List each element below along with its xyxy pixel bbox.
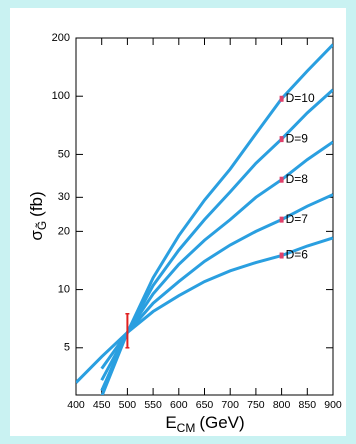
y-tick-label: 30: [58, 191, 70, 203]
series-label: D=10: [286, 91, 315, 105]
x-tick-label: 400: [67, 399, 85, 411]
x-tick-label: 750: [247, 399, 265, 411]
x-tick-label: 850: [299, 399, 317, 411]
series-label: D=6: [286, 248, 309, 262]
series-line: [100, 193, 333, 370]
point-marker: [279, 216, 284, 223]
y-tick-label: 200: [52, 32, 70, 44]
x-tick-label: 500: [119, 399, 137, 411]
series-label: D=8: [286, 172, 309, 186]
x-tick-label: 700: [221, 399, 239, 411]
point-marker: [279, 95, 284, 102]
x-label-main: E: [165, 413, 176, 432]
y-tick-label: 100: [52, 90, 70, 102]
y-tick-label: 5: [64, 342, 70, 354]
x-tick-label: 900: [324, 399, 342, 411]
series-line: [76, 236, 333, 384]
point-marker: [279, 176, 284, 183]
series-line: [100, 43, 333, 395]
panel: [10, 8, 346, 436]
y-axis-label: σG̃ (fb): [27, 191, 49, 240]
point-marker: [279, 252, 284, 259]
x-label-sub: CM: [177, 421, 196, 435]
y-tick-label: 50: [58, 148, 70, 160]
point-marker: [279, 136, 284, 143]
x-tick-label: 550: [144, 399, 162, 411]
x-label-unit: (GeV): [199, 413, 244, 432]
x-tick-label: 600: [170, 399, 188, 411]
x-tick-label: 650: [196, 399, 214, 411]
y-tick-label: 10: [58, 283, 70, 295]
y-label-main: σ: [27, 230, 46, 241]
plot-area: [76, 43, 333, 395]
y-label-unit: (fb): [27, 191, 46, 217]
y-label-sub: G̃: [34, 221, 49, 230]
series-line: [100, 88, 333, 392]
series-label: D=7: [286, 212, 309, 226]
x-tick-label: 800: [273, 399, 291, 411]
y-tick-label: 20: [58, 225, 70, 237]
x-axis-label: ECM (GeV): [165, 413, 244, 435]
series-label: D=9: [286, 131, 309, 145]
x-tick-label: 450: [93, 399, 111, 411]
series-line: [100, 140, 333, 381]
